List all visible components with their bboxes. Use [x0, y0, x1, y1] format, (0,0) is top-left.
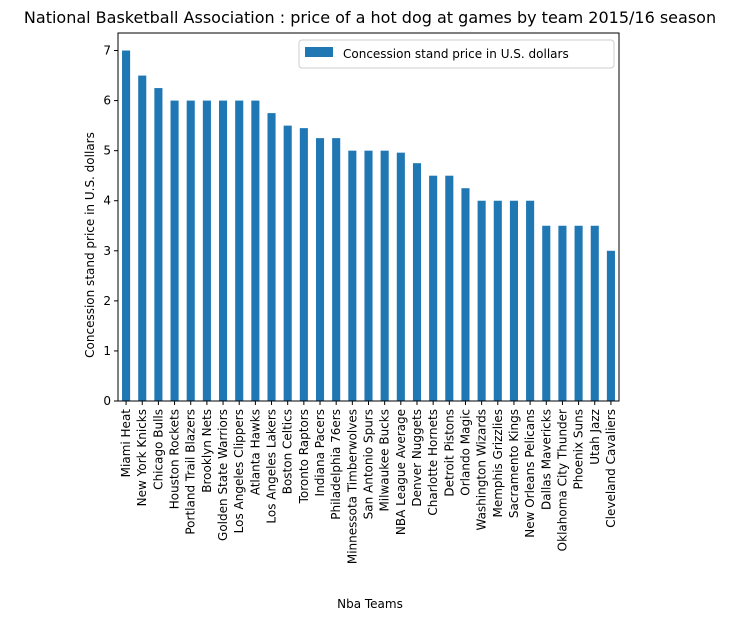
x-tick-label: NBA League Average [394, 409, 408, 535]
x-tick-label: Orlando Magic [458, 409, 472, 496]
bar [267, 113, 276, 402]
legend-swatch [305, 47, 333, 57]
y-axis-label: Concession stand price in U.S. dollars [83, 132, 97, 358]
plot-frame [117, 32, 620, 402]
bar [542, 225, 551, 401]
x-tick-label: Houston Rockets [168, 409, 182, 509]
bars-group [122, 50, 615, 402]
bar [396, 152, 405, 401]
bar [445, 175, 454, 401]
bar [251, 100, 260, 402]
bar [138, 75, 147, 401]
bar [477, 200, 486, 401]
y-tick-label: 7 [103, 44, 111, 58]
bar [461, 188, 470, 401]
y-tick-label: 3 [103, 244, 111, 258]
x-tick-label: Charlotte Hornets [426, 409, 440, 516]
bar [348, 150, 357, 401]
bar [429, 175, 438, 401]
bar [332, 138, 341, 401]
legend-box [298, 39, 615, 69]
bar [493, 200, 502, 401]
x-tick-label: San Antonio Spurs [362, 409, 376, 519]
y-tick-label: 1 [103, 344, 111, 358]
bar [283, 125, 292, 401]
x-tick-label: Miami Heat [119, 409, 133, 478]
legend: Concession stand price in U.S. dollars [298, 39, 615, 69]
bar [380, 150, 389, 401]
x-tick-label: Los Angeles Lakers [265, 409, 279, 524]
bar [299, 128, 308, 401]
bar [202, 100, 211, 402]
bar [526, 200, 535, 401]
bar [186, 100, 195, 402]
bar [154, 88, 163, 401]
bar [558, 225, 567, 401]
x-axis: Miami Heat New York Knicks Chicago Bulls Ho… [119, 401, 618, 564]
x-tick-label: Dallas Mavericks [539, 409, 553, 510]
x-tick-label: Oklahoma City Thunder [555, 409, 569, 551]
x-tick-label: Cleveland Cavaliers [604, 409, 618, 528]
x-tick-label: Philadelphia 76ers [329, 409, 343, 520]
x-tick-label: Phoenix Suns [572, 409, 586, 490]
bar [509, 200, 518, 401]
x-tick-label: Indiana Pacers [313, 409, 327, 496]
y-tick-label: 2 [103, 294, 111, 308]
y-axis: 0 1 2 3 4 5 6 7 [103, 44, 118, 408]
y-tick-label: 0 [103, 394, 111, 408]
x-tick-label: Chicago Bulls [151, 409, 165, 490]
x-tick-label: Detroit Pistons [442, 409, 456, 497]
x-tick-label: Utah Jazz [588, 409, 602, 465]
bar [574, 225, 583, 401]
x-tick-label: Minnessota Timberwolves [345, 409, 359, 564]
bar [590, 225, 599, 401]
x-tick-label: Boston Celtics [281, 409, 295, 494]
bar [235, 100, 244, 402]
chart-title: National Basketball Association : price … [24, 8, 716, 27]
bar [606, 250, 615, 401]
y-tick-label: 5 [103, 144, 111, 158]
bar [364, 150, 373, 401]
x-tick-label: Atlanta Hawks [248, 409, 262, 495]
bar [122, 50, 131, 402]
legend-label: Concession stand price in U.S. dollars [343, 47, 569, 61]
y-tick-label: 4 [103, 194, 111, 208]
x-tick-label: Golden State Warriors [216, 409, 230, 541]
x-tick-label: Milwaukee Bucks [378, 409, 392, 512]
x-tick-label: Toronto Raptors [297, 409, 311, 504]
x-tick-label: Brooklyn Nets [200, 409, 214, 493]
x-tick-label: New York Knicks [135, 409, 149, 506]
y-tick-label: 6 [103, 94, 111, 108]
bar [170, 100, 179, 402]
bar [315, 138, 325, 401]
x-tick-label: Los Angeles Clippers [232, 409, 246, 533]
bar [219, 100, 228, 402]
x-tick-label: Washington Wizards [475, 409, 489, 531]
x-axis-label: Nba Teams [337, 597, 403, 611]
x-tick-label: Denver Nuggets [410, 409, 424, 507]
x-tick-label: Portland Trail Blazers [184, 409, 198, 535]
bar [412, 163, 422, 401]
x-tick-label: New Orleans Pelicans [523, 409, 537, 538]
x-tick-label: Sacramento Kings [507, 409, 521, 518]
x-tick-label: Memphis Grizzlies [491, 409, 505, 518]
